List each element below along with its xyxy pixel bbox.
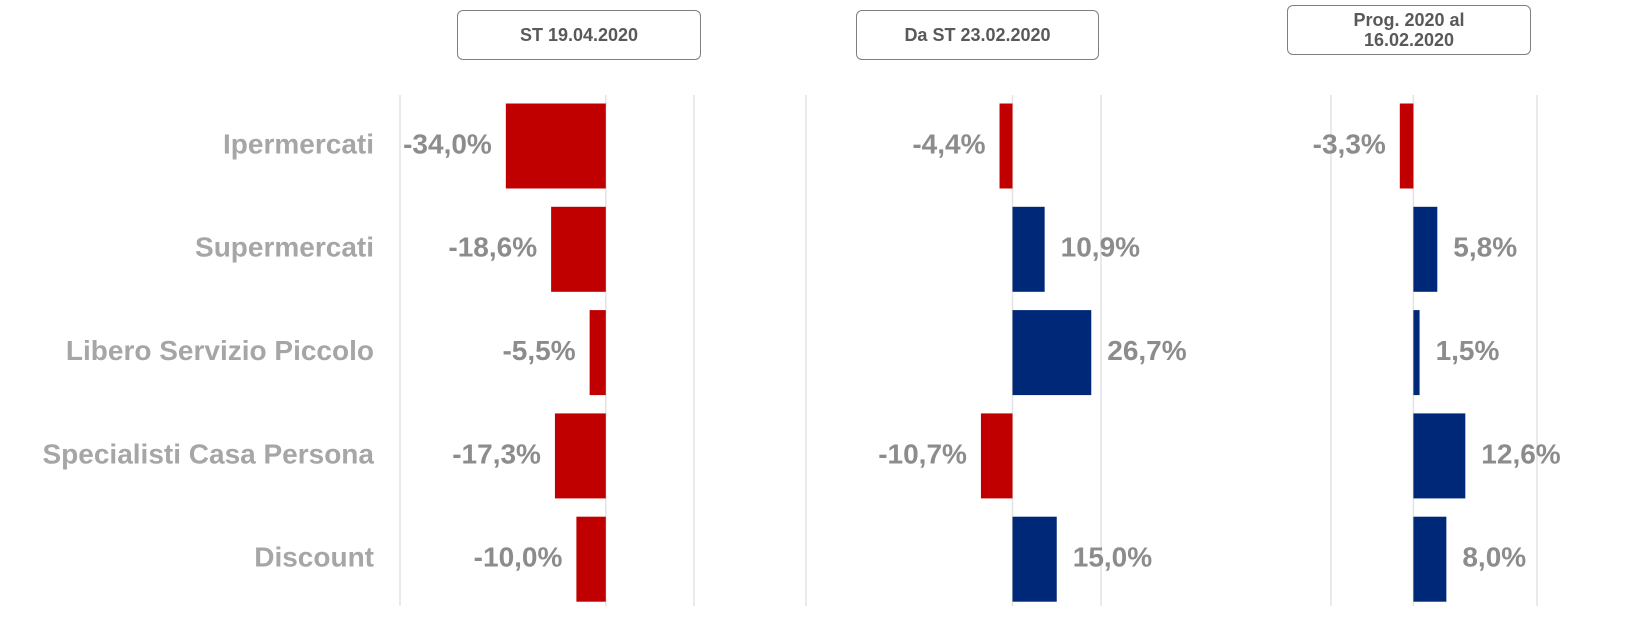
category-label: Discount xyxy=(254,542,374,573)
panel-title: Da ST 23.02.2020 xyxy=(856,10,1099,60)
bar xyxy=(554,413,606,499)
value-label: 15,0% xyxy=(1073,542,1152,573)
bar xyxy=(1413,413,1466,499)
value-label: -18,6% xyxy=(448,232,537,263)
category-label: Specialisti Casa Persona xyxy=(42,438,374,469)
bar xyxy=(980,413,1013,499)
panel-title: Prog. 2020 al 16.02.2020 xyxy=(1287,5,1531,55)
value-label: 5,8% xyxy=(1453,232,1517,263)
category-label: Libero Servizio Piccolo xyxy=(66,335,374,366)
value-label: -17,3% xyxy=(452,438,541,469)
value-label: -3,3% xyxy=(1313,128,1386,159)
bar xyxy=(589,310,606,396)
bar xyxy=(505,103,606,189)
bar xyxy=(1012,310,1092,396)
bar xyxy=(1012,516,1057,602)
bar xyxy=(551,206,606,292)
category-label: Supermercati xyxy=(195,232,374,263)
value-label: 8,0% xyxy=(1462,542,1526,573)
bar xyxy=(1413,310,1420,396)
bar xyxy=(1399,103,1414,189)
value-label: 12,6% xyxy=(1481,438,1560,469)
bar xyxy=(576,516,606,602)
bar xyxy=(1413,516,1447,602)
value-label: 26,7% xyxy=(1107,335,1186,366)
value-label: -4,4% xyxy=(912,128,985,159)
bar xyxy=(1413,206,1438,292)
value-label: -34,0% xyxy=(403,128,492,159)
panel-title: ST 19.04.2020 xyxy=(457,10,701,60)
value-label: -10,0% xyxy=(474,542,563,573)
value-label: 1,5% xyxy=(1436,335,1500,366)
value-label: -5,5% xyxy=(502,335,575,366)
value-label: 10,9% xyxy=(1061,232,1140,263)
bar xyxy=(1012,206,1045,292)
bar xyxy=(999,103,1013,189)
category-label: Ipermercati xyxy=(223,128,374,159)
value-label: -10,7% xyxy=(878,438,967,469)
